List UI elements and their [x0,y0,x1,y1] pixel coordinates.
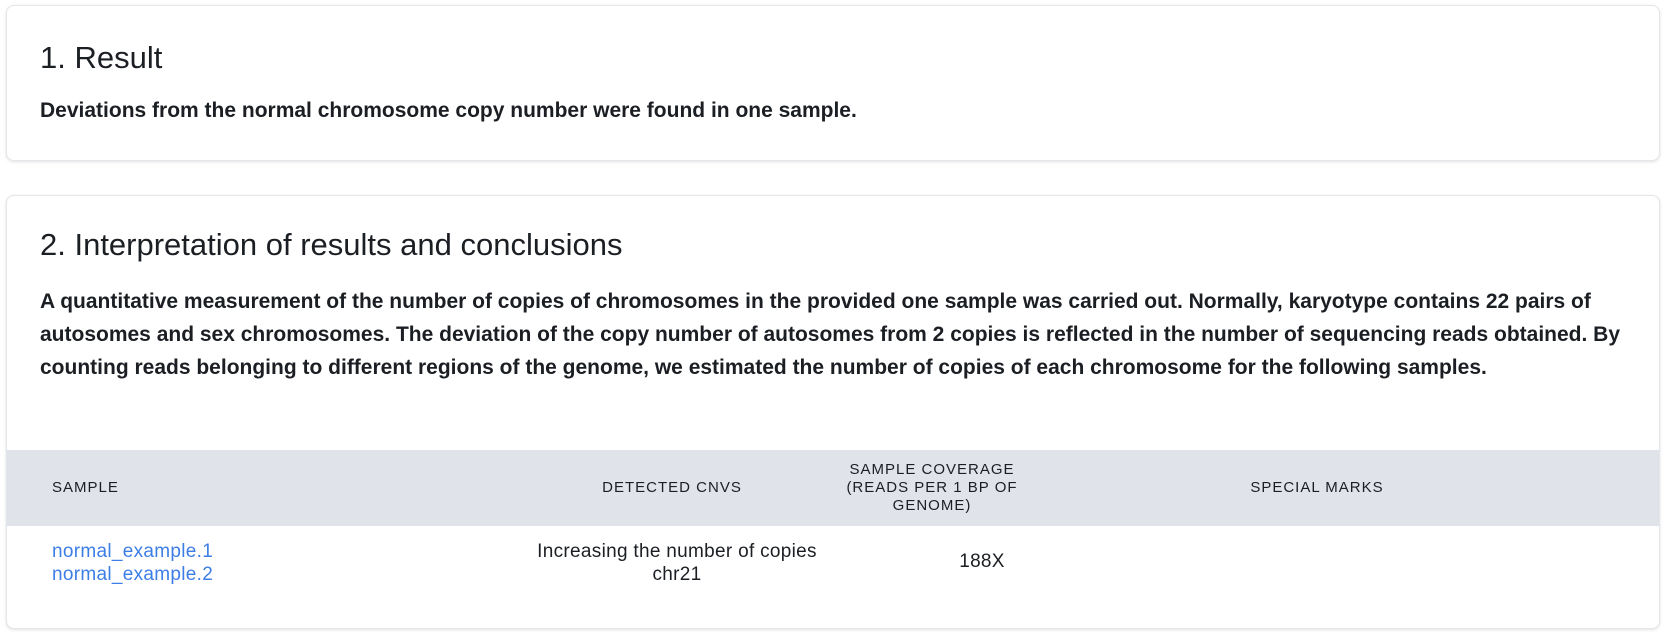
interpretation-text: A quantitative measurement of the number… [40,290,1621,379]
header-coverage-line2: (reads per 1 bp of [846,479,1018,496]
table-header: Sample Detected CNVs Sample coverage (re… [7,450,1659,526]
cnv-chromosome: chr21 [652,564,702,585]
sample-link-2[interactable]: normal_example.2 [52,564,214,585]
header-coverage-line3: genome) [892,497,972,514]
coverage-cell: 188X [959,551,1005,572]
interpretation-title: 2. Interpretation of results and conclus… [40,227,623,262]
header-sample-coverage: Sample coverage (reads per 1 bp of genom… [837,461,1027,515]
detected-cnvs-cell: Increasing the number of copies chr21 [507,540,847,586]
interpretation-card: 2. Interpretation of results and conclus… [6,195,1660,629]
table-row: normal_example.1 normal_example.2 Increa… [7,526,1659,606]
header-special-marks: Special marks [1250,479,1384,496]
result-text: Deviations from the normal chromosome co… [40,99,857,122]
sample-cell: normal_example.1 normal_example.2 [52,540,213,586]
header-detected-cnvs: Detected CNVs [602,479,742,496]
header-coverage-line1: Sample coverage [849,461,1015,478]
result-card: 1. Result Deviations from the normal chr… [6,5,1660,161]
header-sample: Sample [52,479,119,496]
sample-link-1[interactable]: normal_example.1 [52,541,214,562]
cnv-description: Increasing the number of copies [537,541,817,562]
result-title: 1. Result [40,40,163,75]
